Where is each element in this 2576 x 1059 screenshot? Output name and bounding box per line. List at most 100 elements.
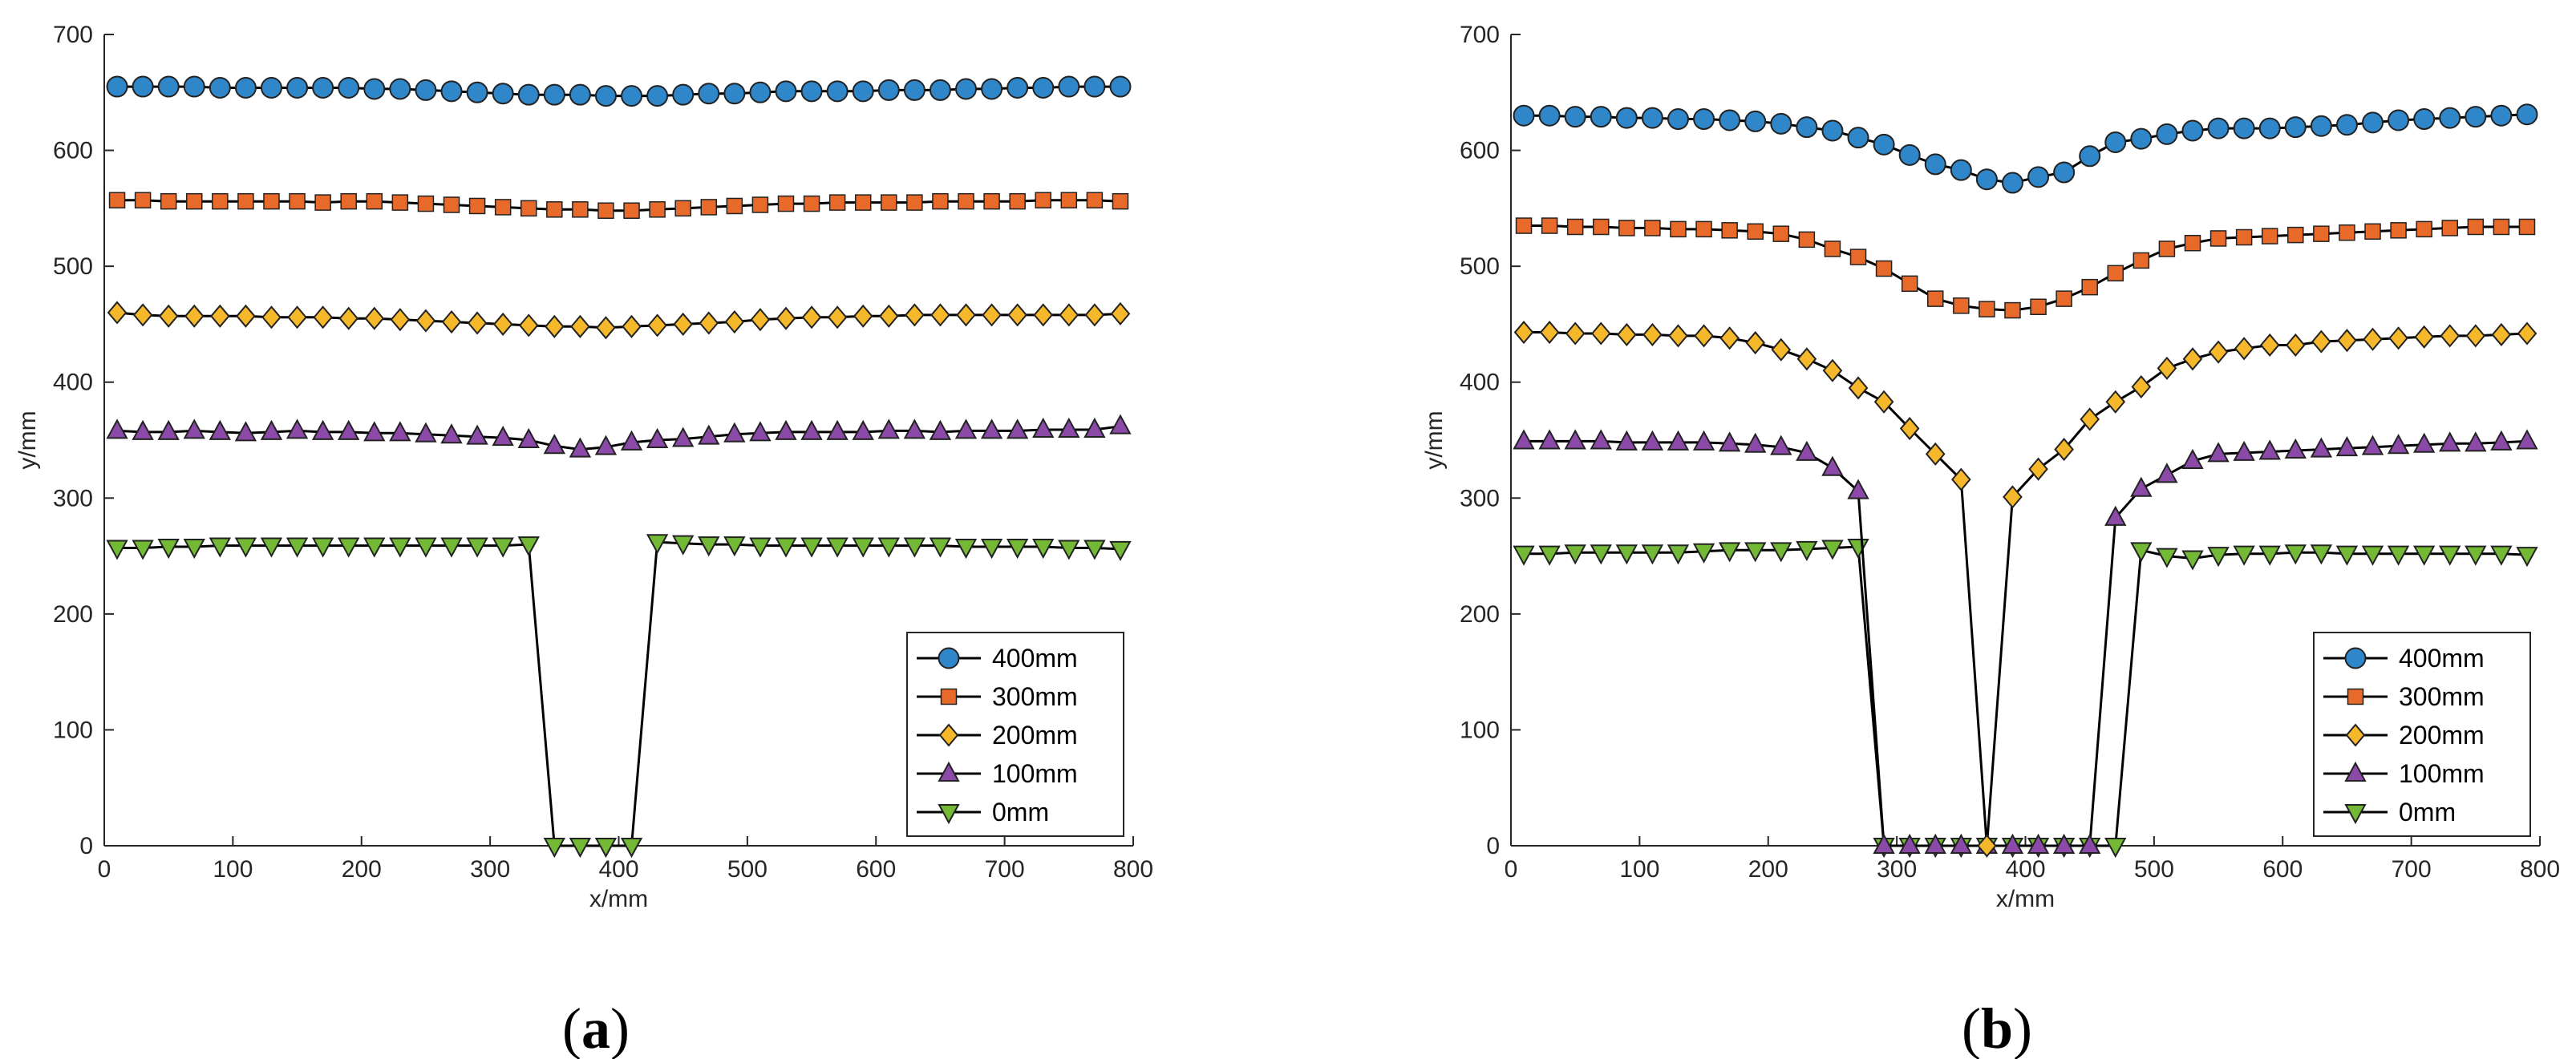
panel-a-data-point	[826, 419, 849, 440]
panel-a-data-point	[982, 303, 1002, 327]
panel-b-series-200mm	[1513, 321, 2538, 858]
panel-b-data-point	[1615, 544, 1638, 565]
panel-a-data-point	[237, 192, 254, 210]
panel-b-data-point	[2208, 340, 2229, 364]
panel-a-data-point	[621, 85, 643, 107]
panel-a-data-point	[699, 311, 719, 335]
panel-a-data-point	[569, 437, 592, 458]
panel-a-series-line	[117, 540, 1121, 847]
panel-a-legend-item: 100mm	[917, 759, 1078, 788]
panel-a-data-point	[106, 540, 128, 560]
panel-a-data-point	[800, 80, 823, 103]
panel-b-legend-item: 300mm	[2323, 682, 2485, 711]
panel-b-data-point	[2441, 220, 2458, 236]
panel-label-a-close: )	[610, 996, 630, 1059]
panel-b-data-point	[1950, 833, 1972, 854]
panel-label-b-open: (	[1962, 996, 1981, 1059]
panel-b-data-point	[1979, 301, 1995, 317]
panel-b-data-point	[2003, 485, 2023, 509]
panel-a-y-tick-label: 400	[53, 370, 93, 396]
panel-b-data-point	[1538, 429, 1561, 450]
panel-b-data-point	[1975, 168, 1998, 191]
panel-a-x-tick-label: 500	[727, 856, 768, 883]
panel-b-data-point	[1796, 347, 1817, 371]
panel-b-data-point	[2079, 145, 2101, 168]
panel-a-data-point	[954, 539, 978, 560]
panel-b-data-point	[1772, 225, 1790, 242]
panel-b-series-line	[1524, 113, 2528, 184]
panel-b-legend-label: 0mm	[2399, 798, 2456, 827]
panel-a-data-point	[440, 423, 463, 444]
panel-b-data-point	[1950, 159, 1972, 181]
panel-a-data-point	[903, 418, 926, 439]
panel-a-data-point	[212, 192, 229, 210]
panel-a-data-point	[980, 539, 1003, 560]
panel-a-data-point	[1032, 539, 1055, 560]
panel-a-data-point	[160, 192, 177, 210]
panel-a-data-point	[801, 305, 822, 329]
panel-a-data-point	[184, 304, 205, 328]
panel-a-data-point	[1084, 303, 1105, 327]
panel-a-data-point	[726, 197, 743, 215]
panel-b-y-tick-label: 100	[1460, 717, 1500, 743]
panel-a-data-point	[954, 418, 978, 439]
panel-a-data-point	[183, 539, 205, 560]
panel-a-data-point	[749, 81, 772, 103]
panel-a-data-point	[698, 424, 720, 445]
panel-a-data-point	[132, 540, 154, 560]
panel-b-data-point	[2081, 278, 2098, 296]
panel-b-data-point	[2235, 228, 2253, 246]
panel-b-data-point	[2054, 438, 2074, 462]
panel-b-data-point	[1821, 119, 1844, 142]
panel-b-data-point	[2490, 430, 2513, 451]
panel-a-data-point	[854, 194, 872, 211]
panel-a-data-point	[364, 306, 385, 330]
chart-panel-a: 0 100 200 300 400 500 600 700 800 0 100 200 300 400 50…	[14, 22, 1153, 912]
panel-a-data-point	[440, 537, 463, 558]
panel-b-data-point	[1644, 220, 1661, 236]
panel-a-data-point	[1032, 77, 1055, 99]
panel-a-data-point	[158, 304, 179, 328]
panel-b-data-point	[1924, 153, 1946, 176]
panel-b-legend-label: 400mm	[2399, 644, 2485, 673]
panel-b-data-point	[2001, 172, 2023, 194]
panel-a-y-tick-label: 300	[53, 485, 93, 511]
panel-a-data-point	[363, 537, 386, 558]
panel-b-legend-item: 0mm	[2323, 798, 2456, 827]
panel-a-data-point	[289, 192, 306, 210]
panel-a-legend-label: 300mm	[992, 682, 1078, 711]
panel-b-data-point	[2387, 545, 2410, 566]
panel-b-data-point	[2158, 240, 2176, 257]
panel-a-data-point	[1083, 417, 1106, 438]
panel-a-legend-label: 100mm	[992, 759, 1078, 788]
panel-b-data-point	[1667, 544, 1690, 565]
panel-b-data-point	[1848, 376, 1869, 400]
panel-b-data-point	[2053, 161, 2076, 184]
panel-b-data-point	[2439, 107, 2461, 129]
panel-a-data-point	[1007, 77, 1029, 99]
panel-b-data-point	[2027, 833, 2050, 854]
panel-a-data-point	[646, 427, 669, 448]
panel-a-data-point	[828, 194, 846, 211]
panel-a-axes: 0 100 200 300 400 500 600 700 800 0 100 200 300 400 50…	[14, 22, 1153, 912]
panel-b-data-point	[1618, 220, 1635, 236]
panel-a-data-point	[517, 536, 540, 557]
panel-a-series-line	[116, 425, 1121, 451]
panel-b-legend-item: 400mm	[2323, 644, 2485, 673]
panel-b-data-point	[1590, 544, 1612, 565]
panel-a-legend-label: 0mm	[992, 798, 1049, 827]
panel-b-data-point	[1771, 338, 1792, 362]
panel-b-data-point	[2310, 437, 2333, 458]
panel-a-legend-marker	[938, 723, 959, 747]
panel-a-data-point	[1110, 301, 1131, 325]
panel-b-data-point	[2027, 166, 2050, 188]
panel-b-x-tick-label: 500	[2134, 856, 2174, 883]
panel-a-data-point	[1009, 192, 1026, 210]
panel-a-data-point	[1109, 540, 1132, 561]
panel-b-x-tick-label: 700	[2392, 856, 2432, 883]
panel-a-data-point	[827, 305, 848, 329]
panel-b-data-point	[2364, 223, 2381, 240]
panel-a-data-point	[672, 426, 695, 447]
panel-b-data-point	[1564, 544, 1586, 565]
